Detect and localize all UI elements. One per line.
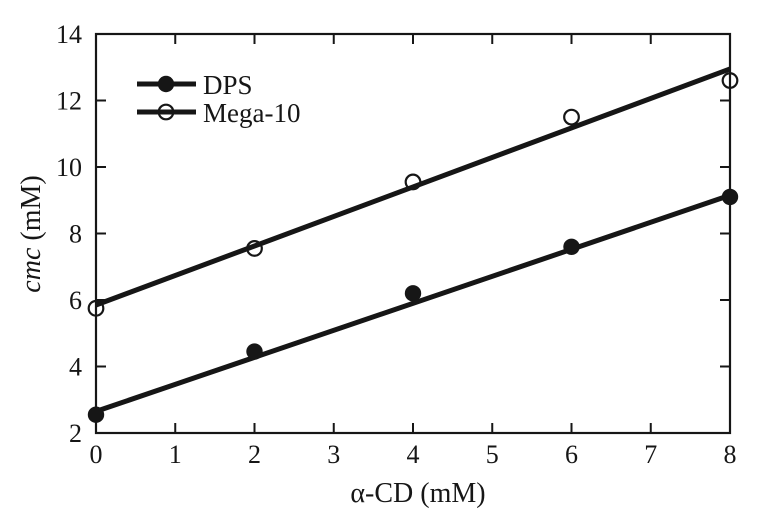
plot-frame [94, 32, 732, 435]
y-tick-label: 8 [69, 220, 82, 249]
data-point-dps [404, 285, 422, 302]
data-point-mega-10 [563, 108, 580, 126]
x-tick-label: 3 [327, 440, 340, 469]
y-tick-label: 10 [56, 153, 82, 182]
data-point-dps [246, 343, 263, 360]
data-point-mega-10 [721, 72, 739, 89]
y-tick-label: 14 [56, 20, 82, 49]
y-tick-label: 6 [69, 286, 82, 315]
legend-label-dps: DPS [203, 70, 253, 100]
y-axis-title-units: (mM) [16, 175, 47, 248]
x-tick-label: 1 [169, 440, 182, 469]
data-point-dps [563, 238, 580, 255]
legend-marker-dps [157, 75, 175, 93]
x-tick-label: 2 [248, 440, 261, 469]
data-point-mega-10 [404, 173, 422, 191]
data-point-dps [721, 188, 739, 206]
y-tick-label: 2 [69, 419, 82, 448]
y-tick-label: 4 [69, 353, 82, 382]
x-axis-title: α-CD (mM) [350, 480, 485, 508]
data-point-mega-10 [87, 299, 105, 317]
x-tick-label: 7 [644, 440, 657, 469]
data-point-dps [87, 406, 105, 423]
legend-label-mega-10: Mega-10 [203, 98, 300, 128]
fit-line-mega-10 [95, 66, 731, 308]
y-axis-title: cmc (mM) [16, 175, 47, 293]
x-tick-label: 0 [90, 440, 103, 469]
y-tick-label: 12 [56, 87, 82, 116]
data-point-mega-10 [246, 240, 263, 257]
x-axis-title-text: α-CD (mM) [350, 478, 486, 509]
x-tick-label: 6 [565, 440, 578, 469]
x-tick-label: 4 [407, 440, 420, 469]
fit-line-dps [95, 192, 731, 414]
legend-marker-mega-10 [157, 103, 175, 121]
x-tick-label: 5 [486, 440, 499, 469]
y-axis-title-italic: cmc [16, 247, 47, 293]
x-tick-label: 8 [724, 440, 737, 469]
